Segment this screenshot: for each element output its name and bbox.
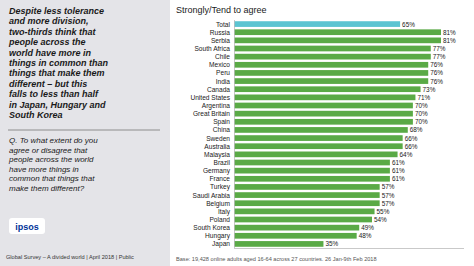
category-label: India <box>216 78 231 85</box>
data-label: 66% <box>405 143 418 150</box>
data-label: 76% <box>430 69 443 76</box>
data-label: 55% <box>377 208 390 215</box>
category-label: Poland <box>209 216 230 223</box>
category-label: South Africa <box>194 45 230 52</box>
category-label: Chile <box>215 53 230 60</box>
data-label: 61% <box>392 167 405 174</box>
data-label: 64% <box>400 151 413 158</box>
data-label: 76% <box>430 61 443 68</box>
bar <box>234 160 390 166</box>
bar <box>234 233 357 239</box>
x-axis-line <box>234 248 464 249</box>
bar <box>234 192 380 198</box>
bar <box>234 95 415 101</box>
category-label: Mexico <box>209 61 230 68</box>
labels: Total 65% Russia 81% Serbia 81% South Africa 77… <box>190 21 456 249</box>
bar <box>234 21 400 27</box>
category-label: Peru <box>216 69 230 76</box>
category-label: Great Britain <box>193 110 230 117</box>
category-label: Turkey <box>210 183 231 191</box>
data-label: 57% <box>382 192 395 199</box>
data-label: 35% <box>325 240 338 247</box>
bar <box>234 54 431 60</box>
category-label: Sweden <box>206 135 230 142</box>
logo-box <box>9 218 45 234</box>
data-label: 57% <box>382 183 395 190</box>
footnote: Base: 19,428 online adults aged 16-64 ac… <box>176 256 377 262</box>
y-axis-line <box>234 20 235 248</box>
data-label: 81% <box>443 37 456 44</box>
data-label: 65% <box>402 21 415 28</box>
bar <box>234 38 441 44</box>
bar <box>234 78 428 84</box>
data-label: 68% <box>410 126 423 133</box>
bar <box>234 127 408 133</box>
bar <box>234 119 413 125</box>
data-label: 70% <box>415 118 428 125</box>
question: Q. To what extent do youagree or disagre… <box>8 136 98 193</box>
bar <box>234 103 413 109</box>
data-label: 49% <box>361 224 374 231</box>
category-label: Serbia <box>211 37 230 44</box>
bar <box>234 86 421 92</box>
bar <box>234 135 403 141</box>
bar <box>234 62 428 68</box>
left-footnote: Global Survey – A divided world | April … <box>6 254 134 260</box>
bars <box>234 21 441 247</box>
category-label: Brazil <box>214 159 231 166</box>
category-label: South Korea <box>193 224 230 231</box>
bar <box>234 217 372 223</box>
category-label: Argentina <box>202 102 231 110</box>
data-label: 66% <box>405 135 418 142</box>
bar <box>234 111 413 117</box>
category-label: Russia <box>210 29 230 36</box>
bar <box>234 200 380 206</box>
data-label: 61% <box>392 159 405 166</box>
bar <box>234 29 441 35</box>
bar <box>234 184 380 190</box>
bar <box>234 143 403 149</box>
left-panel <box>0 0 170 266</box>
bar <box>234 46 431 52</box>
category-label: Italy <box>218 208 231 216</box>
bar <box>234 241 323 247</box>
bar <box>234 70 428 76</box>
category-label: United States <box>190 94 230 101</box>
logo-text: ipsos <box>15 222 39 232</box>
data-label: 61% <box>392 175 405 182</box>
category-label: France <box>209 175 230 182</box>
data-label: 76% <box>430 78 443 85</box>
category-label: China <box>213 126 231 133</box>
data-label: 77% <box>433 53 446 60</box>
data-label: 71% <box>417 94 430 101</box>
category-label: Malaysia <box>204 151 230 159</box>
data-label: 57% <box>382 200 395 207</box>
category-label: Japan <box>212 240 230 248</box>
headline: Despite less toleranceand more division,… <box>8 6 108 120</box>
category-label: Canada <box>207 86 230 93</box>
category-label: Total <box>216 21 230 28</box>
category-label: Germany <box>203 167 231 175</box>
data-label: 70% <box>415 110 428 117</box>
data-label: 54% <box>374 216 387 223</box>
bar <box>234 209 375 215</box>
chart: Despite less toleranceand more division,… <box>0 0 474 266</box>
category-label: Saudi Arabia <box>193 192 231 199</box>
bar <box>234 152 398 158</box>
data-label: 73% <box>423 86 436 93</box>
data-label: 48% <box>359 232 372 239</box>
data-label: 70% <box>415 102 428 109</box>
separator <box>8 130 160 131</box>
bar <box>234 176 390 182</box>
data-label: 77% <box>433 45 446 52</box>
category-label: Spain <box>213 118 230 126</box>
category-label: Hungary <box>205 232 231 240</box>
data-label: 81% <box>443 29 456 36</box>
bar <box>234 225 359 231</box>
title: Strongly/Tend to agree <box>176 5 267 15</box>
bar <box>234 168 390 174</box>
category-label: Belgium <box>206 200 230 208</box>
category-label: Australia <box>204 143 230 150</box>
